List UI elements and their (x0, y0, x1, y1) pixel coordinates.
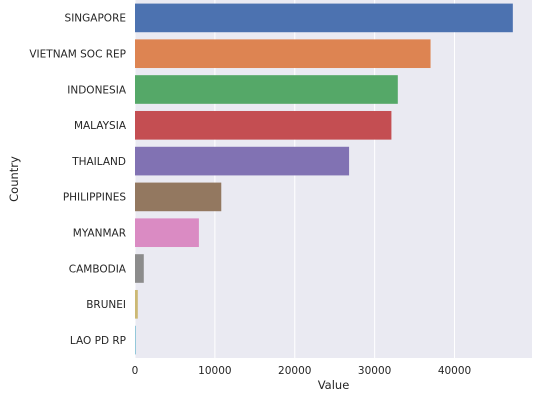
x-tick-label: 30000 (358, 365, 391, 377)
bar (135, 254, 144, 283)
y-tick-label: MYANMAR (73, 228, 126, 240)
bar (135, 39, 431, 69)
bar (135, 146, 350, 176)
x-tick-label: 20000 (278, 365, 311, 377)
x-tick-label: 0 (132, 365, 139, 377)
bar (135, 325, 136, 355)
y-tick-label: VIETNAM SOC REP (29, 49, 126, 61)
y-tick-label: INDONESIA (67, 84, 127, 96)
y-tick-label: PHILIPPINES (63, 192, 127, 204)
x-tick-label: 10000 (198, 365, 231, 377)
y-tick-label: SINGAPORE (65, 13, 126, 25)
y-tick-labels: SINGAPORE VIETNAM SOC REP INDONESIA MALAYSI… (29, 13, 126, 347)
bars (135, 3, 513, 355)
bar (135, 182, 222, 212)
bar (135, 218, 199, 248)
bar (135, 289, 138, 319)
x-axis-label: Value (318, 378, 350, 392)
y-tick-label: CAMBODIA (69, 263, 127, 275)
x-tick-labels: 0 10000 20000 30000 40000 (132, 365, 472, 377)
bar (135, 110, 392, 140)
bar (135, 75, 398, 104)
x-tick-label: 40000 (438, 365, 471, 377)
y-tick-label: THAILAND (71, 156, 126, 168)
bar (135, 3, 513, 33)
y-tick-label: BRUNEI (86, 299, 126, 311)
y-tick-label: MALAYSIA (74, 120, 127, 132)
y-axis-label: Country (7, 156, 21, 202)
y-tick-label: LAO PD RP (70, 335, 126, 347)
